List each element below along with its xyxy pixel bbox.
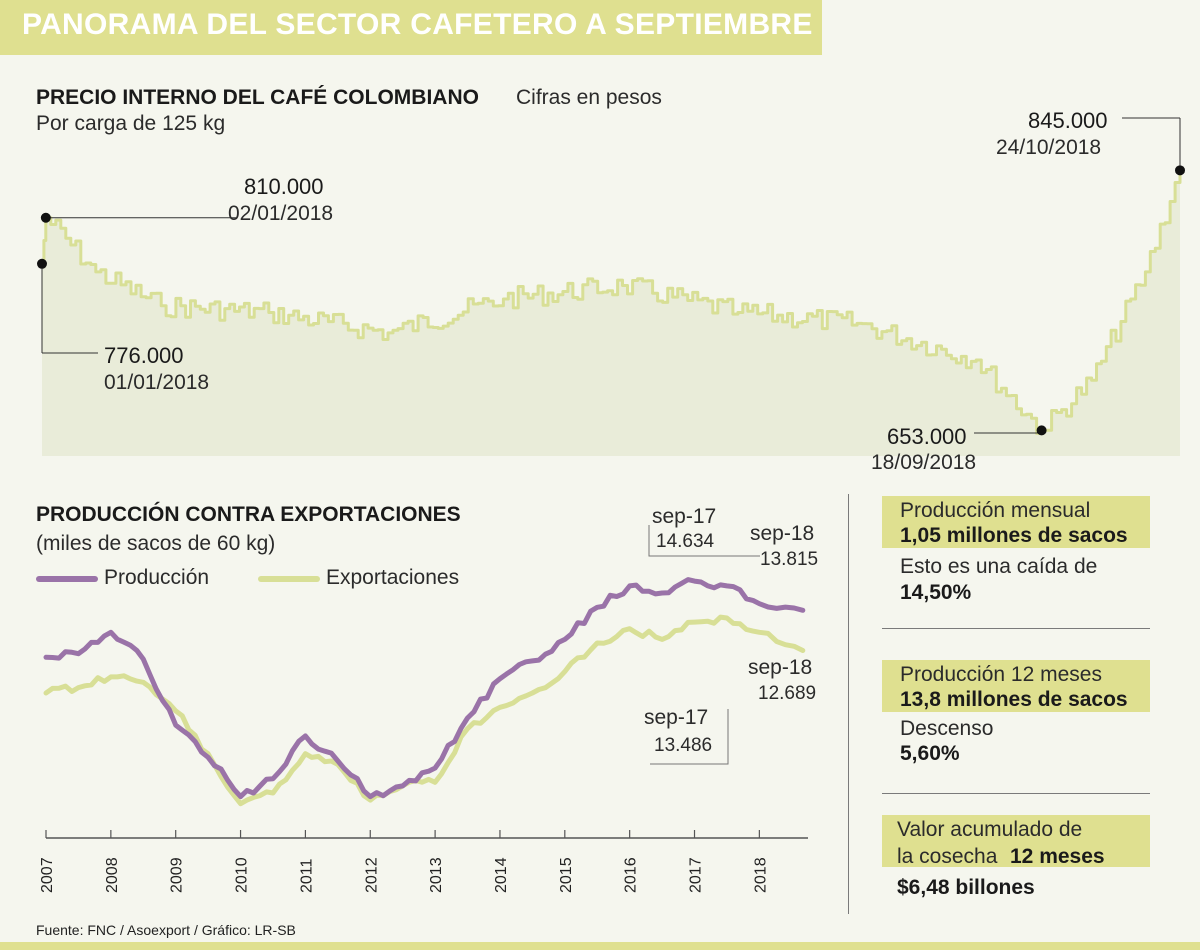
stat-12m-highlight	[882, 660, 1150, 712]
stat-harvest-highlight	[882, 815, 1150, 867]
x-tick-label-2015: 2015	[558, 857, 575, 893]
legend-exports-label: Exportaciones	[326, 566, 460, 589]
price-chart-unit-note: Por carga de 125 kg	[36, 112, 226, 135]
stats-rule-1	[882, 628, 1150, 629]
prod-sep17-label: sep-17	[652, 505, 717, 528]
x-tick-label-2011: 2011	[298, 858, 315, 893]
legend-exports-swatch	[258, 576, 320, 582]
price-peak-value: 810.000	[244, 174, 324, 199]
price-last-value: 845.000	[1028, 108, 1108, 133]
legend-production-label: Producción	[104, 566, 210, 589]
stat-harvest-label-bold: 12 meses	[1010, 845, 1105, 868]
price-start-date: 01/01/2018	[104, 371, 210, 394]
x-tick-label-2014: 2014	[493, 857, 510, 893]
price-start-value: 776.000	[104, 343, 184, 368]
source-footer: Fuente: FNC / Asoexport / Gráfico: LR-SB	[36, 922, 296, 938]
page-title: PANORAMA DEL SECTOR CAFETERO A SEPTIEMBR…	[22, 8, 813, 41]
x-tick-label-2016: 2016	[623, 857, 640, 893]
stat-monthly-value: 1,05 millones de sacos	[900, 524, 1128, 547]
stats-rule-2	[882, 793, 1150, 794]
x-tick-label-2018: 2018	[752, 857, 769, 893]
price-low-date: 18/09/2018	[871, 451, 977, 474]
price-chart-subtitle: Cifras en pesos	[516, 86, 662, 109]
exp-sep17-value: 13.486	[654, 735, 713, 756]
stat-monthly-highlight	[882, 496, 1150, 548]
stat-12m-note: Descenso	[900, 717, 994, 740]
price-low-point	[1036, 425, 1047, 436]
stat-12m-label: Producción 12 meses	[900, 663, 1102, 686]
price-start-point	[37, 258, 47, 269]
header-banner: PANORAMA DEL SECTOR CAFETERO A SEPTIEMBR…	[0, 0, 822, 55]
production-chart-unit-note: (miles de sacos de 60 kg)	[36, 532, 276, 555]
stats-divider	[848, 494, 849, 914]
stat-monthly-note: Esto es una caída de	[900, 555, 1098, 578]
legend-production-swatch	[36, 576, 98, 582]
price-low-value: 653.000	[887, 424, 967, 449]
price-area	[42, 170, 1180, 457]
x-tick-label-2007: 2007	[39, 857, 56, 893]
exp-sep17-box	[650, 709, 729, 765]
price-peak-date: 02/01/2018	[228, 202, 334, 225]
price-last-point	[1175, 165, 1185, 176]
exp-sep18-value: 12.689	[758, 683, 817, 704]
price-chart	[37, 117, 1185, 457]
stat-12m-value: 13,8 millones de sacos	[900, 688, 1128, 711]
price-peak-point	[40, 212, 51, 223]
x-tick-label-2017: 2017	[688, 857, 705, 893]
exp-sep17-label: sep-17	[644, 706, 709, 729]
prod-sep17-box	[648, 525, 760, 557]
price-line	[42, 170, 1182, 435]
x-tick-label-2009: 2009	[169, 857, 186, 893]
production-series-line	[43, 577, 806, 800]
production-chart-title: PRODUCCIÓN CONTRA EXPORTACIONES	[36, 503, 461, 526]
price-chart-title: PRECIO INTERNO DEL CAFÉ COLOMBIANO	[36, 86, 479, 109]
prod-sep17-value: 14.634	[656, 531, 715, 552]
prod-sep18-value: 13.815	[760, 549, 819, 570]
exports-series-line	[43, 614, 806, 807]
x-tick-label-2008: 2008	[104, 857, 121, 893]
stat-monthly-note-value: 14,50%	[900, 581, 972, 604]
prod-sep18-label: sep-18	[750, 522, 815, 545]
stat-harvest-label-1: Valor acumulado de	[897, 818, 1083, 841]
price-last-date: 24/10/2018	[996, 136, 1102, 159]
stat-12m-note-value: 5,60%	[900, 742, 960, 765]
stat-monthly-label: Producción mensual	[900, 499, 1091, 522]
stat-harvest-label-2: la cosecha	[897, 845, 998, 868]
stat-harvest-value: $6,48 billones	[897, 876, 1035, 899]
exp-sep18-label: sep-18	[748, 656, 813, 679]
x-tick-label-2010: 2010	[234, 857, 251, 893]
bottom-accent-bar	[0, 942, 1200, 950]
x-tick-label-2012: 2012	[363, 857, 380, 893]
x-tick-label-2013: 2013	[428, 857, 445, 893]
